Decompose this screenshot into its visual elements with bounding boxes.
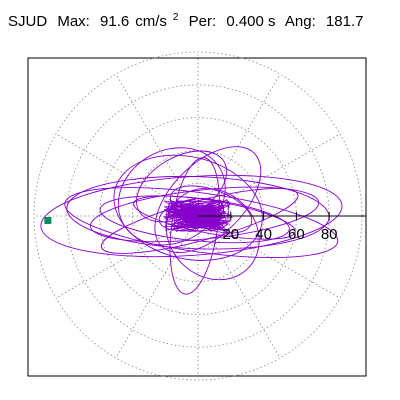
radial-axis: 20 40 60 80 xyxy=(198,212,366,243)
ang-label: Ang: xyxy=(284,13,316,30)
grid-spoke xyxy=(55,133,199,217)
max-label: Max: xyxy=(57,13,90,30)
per-value: 0.400 s xyxy=(226,13,276,30)
max-value: 91.6 xyxy=(100,13,130,30)
per-label: Per: xyxy=(188,13,217,30)
orbit-trace xyxy=(40,146,343,295)
grid-spoke xyxy=(55,215,199,299)
grid-spoke xyxy=(197,215,281,359)
orbit-loop xyxy=(64,187,339,258)
radial-tick-label: 80 xyxy=(321,226,338,243)
orbit-loop xyxy=(154,146,262,253)
chart-header: SJUD Max: 91.6 cm/s 2 Per: 0.400 s Ang: 18… xyxy=(8,12,369,36)
orbit-scribble xyxy=(183,207,212,225)
grid-spoke xyxy=(115,73,199,217)
marker-layer xyxy=(44,216,52,224)
radial-tick-label: 60 xyxy=(288,226,305,243)
radial-tick-label: 20 xyxy=(222,226,239,243)
orbit-loop xyxy=(117,147,226,246)
station-name: SJUD xyxy=(8,13,48,30)
max-unit: cm/s 2 xyxy=(135,12,179,30)
plot-frame xyxy=(27,57,367,377)
radial-tick-label: 40 xyxy=(255,226,272,243)
grid-spoke xyxy=(197,73,281,217)
grid-spoke xyxy=(197,133,341,217)
max-unit-exponent: 2 xyxy=(172,12,179,23)
grid-spoke xyxy=(115,215,199,359)
grid-spoke xyxy=(197,215,341,299)
ang-value: 181.7 xyxy=(325,13,364,30)
max-marker xyxy=(44,216,52,224)
